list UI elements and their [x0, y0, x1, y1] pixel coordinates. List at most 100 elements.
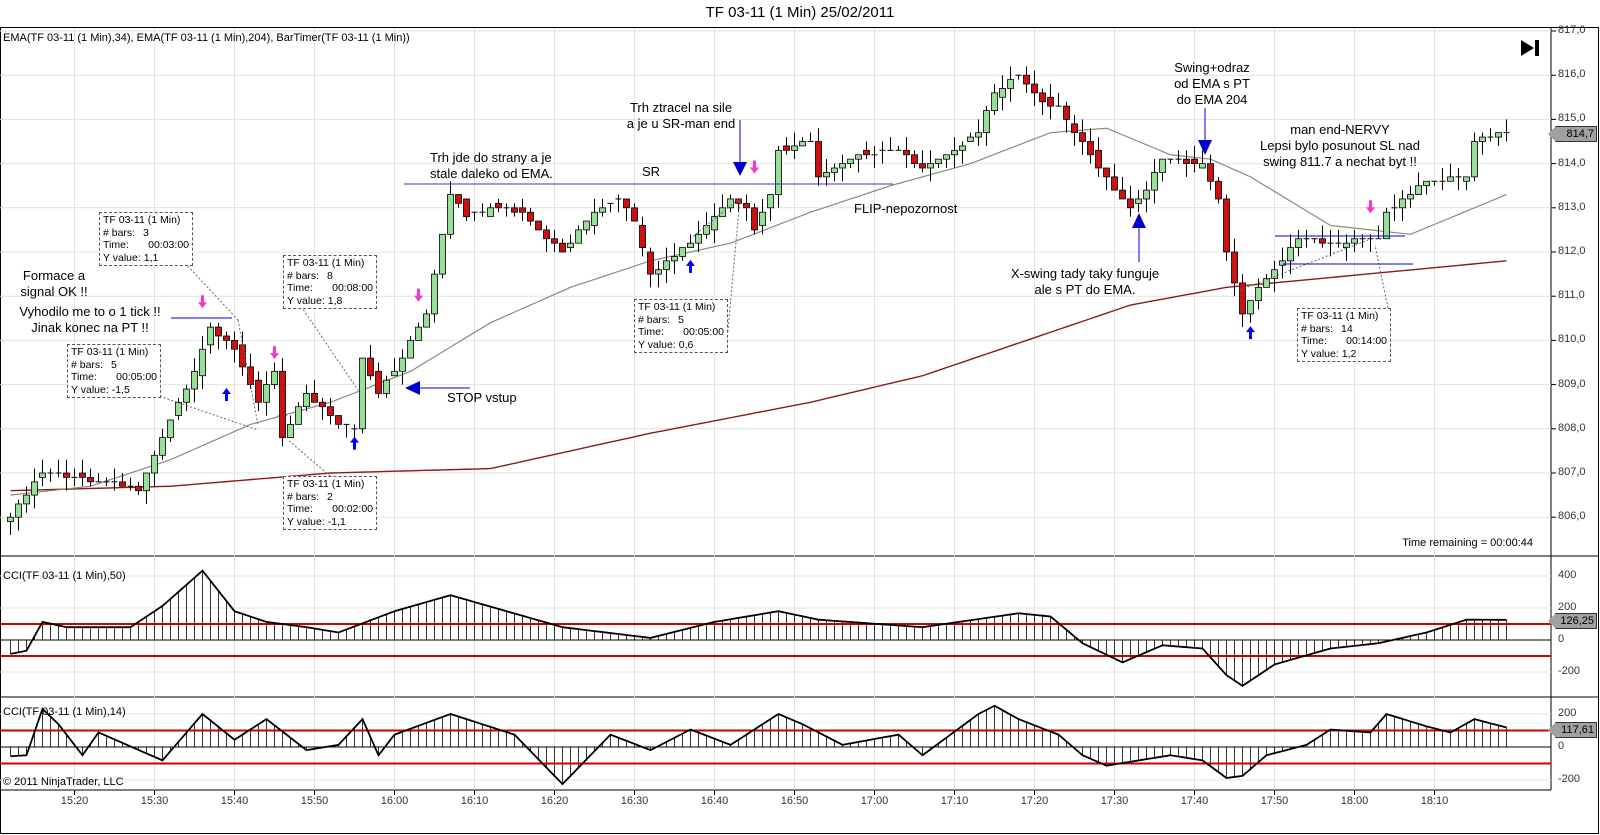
- candle: [1447, 163, 1454, 182]
- time-axis-label: 15:40: [220, 795, 249, 807]
- time-axis-label: 15:20: [60, 795, 89, 807]
- candle: [143, 472, 150, 504]
- candle-body: [1031, 83, 1038, 94]
- candle-body: [695, 233, 702, 244]
- measure-info-box[interactable]: TF 03-11 (1 Min) # bars: 2 Time: 00:02:00 Y v…: [283, 476, 377, 530]
- candle-body: [207, 326, 214, 346]
- candle: [647, 247, 654, 288]
- time-axis-label: 17:40: [1180, 795, 1209, 807]
- candle: [15, 499, 22, 531]
- candle: [39, 459, 46, 487]
- candle: [679, 247, 686, 261]
- measure-info-box[interactable]: TF 03-11 (1 Min) # bars: 5 Time: 00:05:00 Y v…: [67, 344, 161, 398]
- candle-body: [991, 92, 998, 111]
- candle-body: [935, 158, 942, 164]
- candle: [135, 481, 142, 496]
- candle: [495, 198, 502, 213]
- info-bars-label: # bars:: [287, 490, 320, 503]
- candle: [615, 194, 622, 213]
- signal-up-arrow-icon: [1246, 326, 1255, 340]
- candle-body: [175, 401, 182, 416]
- connector-line: [184, 262, 239, 321]
- candle: [919, 150, 926, 173]
- candle: [311, 380, 318, 403]
- candle: [927, 150, 934, 182]
- candle: [991, 84, 998, 115]
- candle: [599, 198, 606, 217]
- candle: [479, 203, 486, 217]
- candle-body: [463, 198, 470, 218]
- candle-body: [231, 339, 238, 350]
- candle-body: [1415, 185, 1422, 195]
- candle: [967, 132, 974, 142]
- measure-info-box[interactable]: TF 03-11 (1 Min) # bars: 8 Time: 00:08:00 Y v…: [283, 255, 377, 309]
- info-y-label: Y value:: [1301, 347, 1339, 360]
- play-to-end-icon[interactable]: [1521, 40, 1539, 56]
- indicator-label: EMA(TF 03-11 (1 Min),34), EMA(TF 03-11 (…: [3, 32, 410, 44]
- note-formace: Formace a signal OK !!: [20, 268, 88, 299]
- candle: [1087, 128, 1094, 164]
- measure-info-box[interactable]: TF 03-11 (1 Min) # bars: 3 Time: 00:03:00 Y v…: [99, 212, 193, 266]
- candle: [1479, 132, 1486, 155]
- candle-body: [79, 472, 86, 478]
- candle: [455, 194, 462, 208]
- candle: [1375, 225, 1382, 240]
- candle-body: [1151, 172, 1158, 191]
- info-y-label: Y value:: [103, 251, 141, 264]
- candle-body: [927, 163, 934, 169]
- candle: [1503, 119, 1510, 142]
- candle-body: [1183, 158, 1190, 164]
- candle-body: [1103, 167, 1110, 178]
- ema34-line: [10, 127, 1507, 496]
- connector-line: [1374, 244, 1389, 309]
- candle: [1343, 234, 1350, 261]
- time-axis-label: 15:50: [300, 795, 329, 807]
- candle-body: [815, 141, 822, 178]
- candle: [295, 402, 302, 425]
- candles: [7, 66, 1510, 535]
- info-bars-label: # bars:: [71, 358, 104, 371]
- candle: [79, 459, 86, 487]
- candle: [895, 145, 902, 151]
- candle-body: [7, 516, 14, 523]
- candle-body: [703, 225, 710, 235]
- measure-info-box[interactable]: TF 03-11 (1 Min) # bars: 5 Time: 00:05:00 Y v…: [634, 299, 728, 353]
- measure-info-box[interactable]: TF 03-11 (1 Min) # bars: 14 Time: 00:14:00 Y …: [1297, 308, 1391, 362]
- candle-body: [567, 242, 574, 248]
- candle: [519, 198, 526, 222]
- candle-body: [1119, 189, 1126, 200]
- info-instrument: TF 03-11 (1 Min): [287, 478, 365, 490]
- candle-body: [1383, 211, 1390, 240]
- candle: [951, 137, 958, 169]
- time-axis-label: 17:20: [1020, 795, 1049, 807]
- candle: [775, 145, 782, 208]
- time-axis-label: 17:00: [860, 795, 889, 807]
- info-instrument: TF 03-11 (1 Min): [638, 301, 716, 313]
- arrow-stop-vstup: [405, 381, 470, 395]
- candle: [1223, 194, 1230, 261]
- candle-body: [575, 229, 582, 244]
- candle-body: [967, 136, 974, 142]
- candle: [1439, 168, 1446, 191]
- ema-lines: [10, 127, 1507, 496]
- candle: [1287, 234, 1294, 275]
- candle: [151, 450, 158, 487]
- candle-body: [495, 202, 502, 209]
- candle-body: [951, 149, 958, 156]
- candle-body: [559, 242, 566, 253]
- candle: [207, 322, 214, 354]
- candle: [1143, 181, 1150, 213]
- candle-body: [543, 229, 550, 240]
- candle-body: [271, 370, 278, 385]
- candle-body: [1463, 176, 1470, 182]
- candle-body: [1071, 123, 1078, 134]
- cci14-last-badge: 117,61: [1548, 722, 1597, 738]
- candle: [71, 468, 78, 487]
- candle-body: [1479, 136, 1486, 142]
- candle: [1199, 150, 1206, 169]
- candle-body: [39, 472, 46, 478]
- candle: [191, 358, 198, 403]
- candle-body: [551, 238, 558, 244]
- candle: [183, 384, 190, 412]
- cci14-line: [10, 704, 1507, 786]
